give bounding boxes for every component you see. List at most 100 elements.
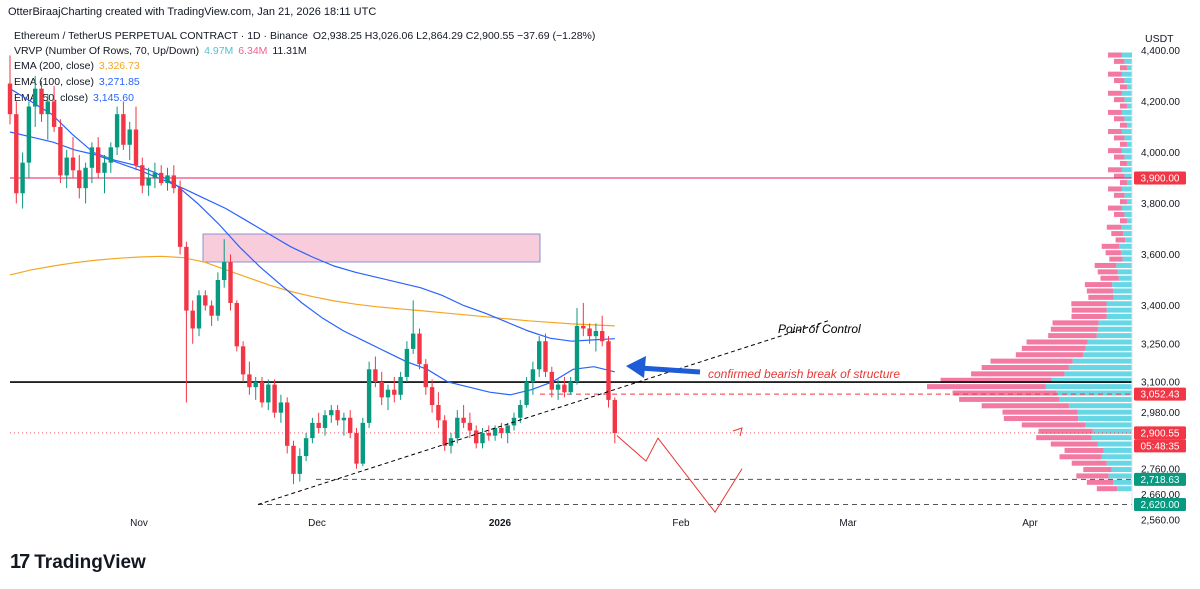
x-tick-label: Mar — [839, 518, 857, 529]
vrvp-up-bar — [1078, 416, 1132, 422]
vrvp-down-bar — [1086, 479, 1114, 485]
vrvp-up-bar — [1108, 473, 1132, 479]
ema100-legend[interactable]: EMA (100, close) 3,271.85 — [14, 76, 142, 88]
candle-body — [278, 402, 284, 413]
vrvp-up-bar — [1118, 275, 1132, 281]
vrvp-down-bar — [1114, 154, 1125, 160]
vrvp-down-bar — [1038, 428, 1093, 434]
candle-body — [322, 415, 328, 428]
vrvp-up-bar — [1116, 262, 1132, 268]
ohlc-values: O2,938.25 H3,026.06 L2,864.29 C2,900.55 … — [312, 30, 596, 42]
vrvp-label: VRVP (Number Of Rows, 70, Up/Down) — [14, 45, 200, 57]
candle-body — [505, 425, 510, 434]
x-tick-label: Dec — [308, 518, 326, 529]
tradingview-logo[interactable]: 17 TradingView — [10, 551, 146, 574]
vrvp-down-bar — [1050, 326, 1098, 332]
vrvp-down-bar — [1048, 333, 1097, 339]
vrvp-down-bar — [1021, 422, 1086, 428]
vrvp-down-bar — [1071, 460, 1107, 466]
ema50-legend[interactable]: EMA (50, close) 3,145.60 — [14, 92, 136, 104]
candle-body — [39, 88, 44, 115]
vrvp-down-bar — [1120, 160, 1127, 166]
vrvp-up-bar — [1126, 103, 1132, 109]
y-tick-label: 3,600.00 — [1141, 250, 1180, 261]
vrvp-down-bar — [981, 403, 1069, 409]
candle-body — [240, 346, 246, 375]
candle-body — [455, 417, 460, 439]
candle-body — [266, 384, 271, 403]
vrvp-down-bar — [1108, 205, 1122, 211]
vrvp-up-bar — [1106, 301, 1132, 307]
x-tick-label: 2026 — [489, 518, 512, 529]
y-axis-labels: 4,400.00 4,200.00 4,000.00 3,800.00 3,600.00… — [1141, 46, 1180, 526]
price-tag-bg — [1134, 426, 1186, 440]
candle-body — [574, 325, 580, 383]
candle-body — [222, 262, 227, 280]
vrvp-up-bar — [1106, 307, 1132, 313]
candle-body — [316, 422, 321, 428]
candle-body — [593, 331, 599, 337]
candle-body — [530, 369, 536, 383]
candle-body — [77, 170, 82, 189]
vrvp-down-bar — [1002, 409, 1078, 415]
arrow-shaft — [639, 365, 701, 375]
vrvp-up-bar — [1121, 109, 1132, 115]
vrvp-up-bar — [1124, 78, 1132, 84]
candle-body — [96, 147, 101, 173]
vrvp-down-bar — [1036, 435, 1092, 441]
vrvp-down-bar — [1114, 116, 1125, 122]
price-tag-label: 05:48:35 — [1141, 441, 1180, 452]
candle-body — [20, 162, 25, 194]
vrvp-up-bar — [1097, 441, 1132, 447]
candle-body — [51, 101, 57, 127]
vrvp-up-bar — [1112, 282, 1132, 288]
ema100-value: 3,271.85 — [98, 76, 140, 88]
vrvp-down-bar — [1108, 90, 1122, 96]
trendline — [257, 320, 829, 505]
candle-body — [165, 175, 170, 184]
vrvp-down-bar — [1108, 71, 1122, 77]
vrvp-up-bar — [1111, 467, 1132, 473]
ema100-label: EMA (100, close) — [14, 76, 94, 88]
candle-body — [448, 438, 454, 446]
candles — [7, 55, 617, 485]
vrvp-up-bar — [1124, 58, 1132, 64]
vrvp-legend[interactable]: VRVP (Number Of Rows, 70, Up/Down) 4.97M… — [14, 45, 309, 57]
candle-body — [474, 430, 479, 444]
tradingview-logo-icon: 17 — [10, 551, 30, 573]
vrvp-down-bar — [971, 371, 1065, 377]
vrvp-up-bar — [1120, 250, 1132, 256]
vrvp-up-bar — [1096, 333, 1132, 339]
candle-body — [146, 177, 151, 186]
volume-profile — [927, 52, 1132, 492]
vrvp-up-bar — [1085, 345, 1132, 351]
vrvp-up-bar — [1059, 396, 1132, 402]
candle-body — [537, 341, 542, 370]
candle-body — [385, 389, 391, 398]
candle-body — [45, 101, 50, 115]
candle-body — [411, 333, 416, 349]
symbol-legend[interactable]: Ethereum / TetherUS PERPETUAL CONTRACT ·… — [14, 30, 597, 42]
price-tag-bg — [1134, 387, 1186, 401]
vrvp-down-bar — [1101, 243, 1120, 249]
vrvp-down-bar — [1114, 78, 1125, 84]
drawings — [257, 320, 829, 514]
candle-body — [341, 417, 347, 421]
vrvp-up-bar — [1124, 211, 1132, 217]
candle-body — [247, 374, 252, 388]
vrvp-down-bar — [1108, 129, 1122, 135]
candle-body — [360, 422, 365, 464]
vrvp-up-bar — [1051, 377, 1132, 383]
supply-zone — [202, 233, 541, 263]
ema200-label: EMA (200, close) — [14, 60, 94, 72]
ema200-legend[interactable]: EMA (200, close) 3,326.73 — [14, 60, 142, 72]
projection-arrowhead — [732, 427, 743, 437]
candle-body — [373, 369, 378, 383]
currency-label[interactable]: USDT — [1145, 33, 1174, 45]
candle-body — [152, 172, 158, 178]
projection-path — [616, 435, 743, 514]
vrvp-down-bar — [1003, 416, 1079, 422]
x-tick-label: Feb — [672, 518, 690, 529]
vrvp-up-bar — [1123, 231, 1132, 237]
